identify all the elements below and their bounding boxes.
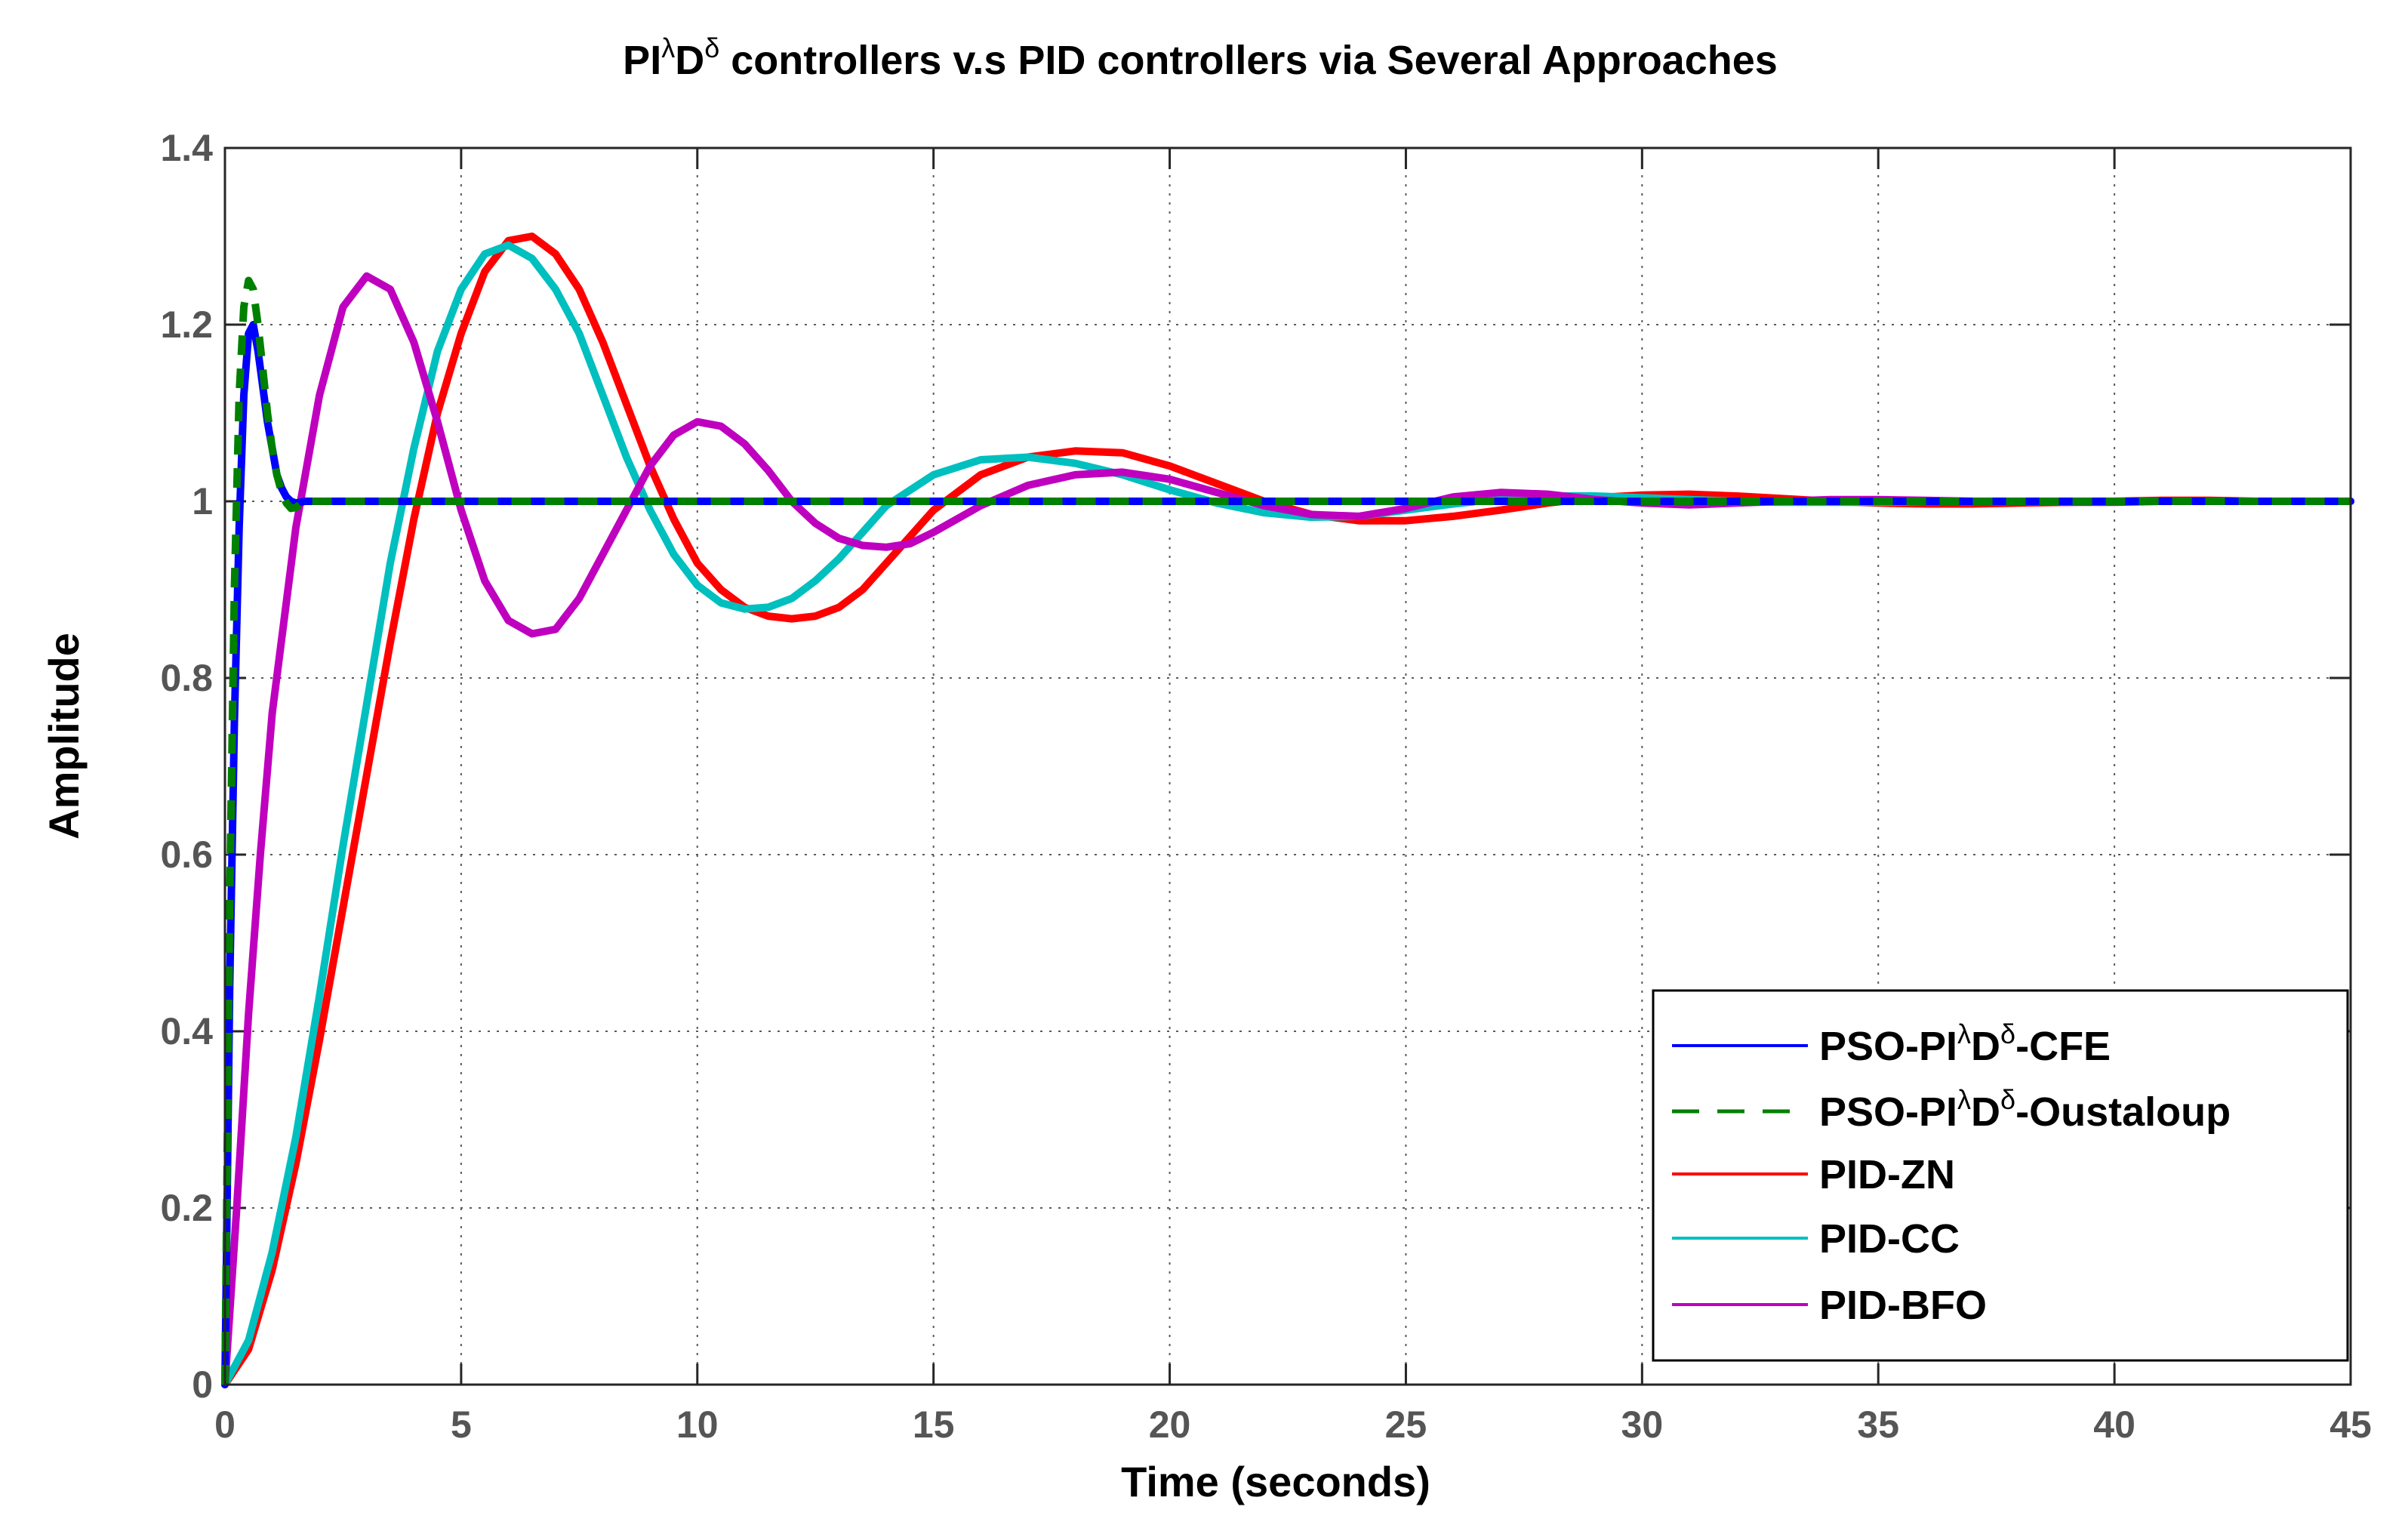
- x-axis-label: Time (seconds): [1121, 1458, 1430, 1505]
- y-tick-label: 0.8: [160, 657, 213, 699]
- x-tick-label: 5: [451, 1403, 472, 1446]
- y-tick-label: 1: [192, 480, 213, 522]
- x-tick-label: 25: [1385, 1403, 1427, 1446]
- x-tick-label: 30: [1621, 1403, 1664, 1446]
- y-axis-label: Amplitude: [40, 633, 88, 840]
- axes-box: [223, 146, 2352, 1386]
- series-line-pso-oustaloup: [221, 276, 2351, 1385]
- series-lines: [221, 233, 2354, 1388]
- y-tick-labels: 0 0.2 0.4 0.6 0.8 1 1.2 1.4: [160, 127, 213, 1406]
- chart-title: PIλDδ controllers v.s PID controllers vi…: [623, 32, 1778, 83]
- legend-label-cfe: PSO-PIλDδ-CFE: [1819, 1018, 2111, 1069]
- y-tick-label: 0.6: [160, 833, 213, 876]
- x-tick-label: 40: [2093, 1403, 2135, 1446]
- legend: PSO-PIλDδ-CFE PSO-PIλDδ-Oustaloup PID-ZN…: [1652, 989, 2349, 1362]
- y-tick-label: 1.4: [160, 127, 213, 169]
- x-tick-label: 35: [1857, 1403, 1899, 1446]
- y-tick-label: 1.2: [160, 303, 213, 346]
- legend-label-oustaloup: PSO-PIλDδ-Oustaloup: [1819, 1084, 2231, 1135]
- x-tick-label: 10: [676, 1403, 719, 1446]
- y-tick-label: 0.4: [160, 1010, 213, 1052]
- x-tick-label: 0: [214, 1403, 236, 1446]
- legend-label-bfo: PID-BFO: [1819, 1283, 1987, 1328]
- legend-label-cc: PID-CC: [1819, 1216, 1960, 1262]
- legend-label-zn: PID-ZN: [1819, 1152, 1955, 1197]
- y-tick-label: 0.2: [160, 1187, 213, 1229]
- x-tick-label: 45: [2329, 1403, 2372, 1446]
- y-tick-label: 0: [192, 1363, 213, 1406]
- x-tick-label: 15: [913, 1403, 955, 1446]
- x-tick-label: 20: [1149, 1403, 1191, 1446]
- x-tick-labels: 0 5 10 15 20 25 30 35 40 45: [214, 1403, 2372, 1446]
